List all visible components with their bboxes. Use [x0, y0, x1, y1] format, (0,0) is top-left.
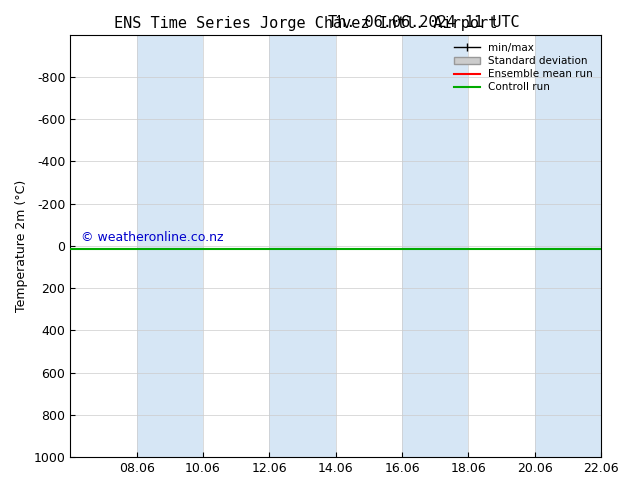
Bar — [402, 35, 469, 457]
Text: ENS Time Series Jorge Chávez Intl. Airport: ENS Time Series Jorge Chávez Intl. Airpo… — [114, 15, 497, 31]
Y-axis label: Temperature 2m (°C): Temperature 2m (°C) — [15, 180, 28, 312]
Text: © weatheronline.co.nz: © weatheronline.co.nz — [81, 231, 223, 244]
Bar — [535, 35, 601, 457]
Bar — [269, 35, 336, 457]
Bar — [137, 35, 203, 457]
Legend: min/max, Standard deviation, Ensemble mean run, Controll run: min/max, Standard deviation, Ensemble me… — [451, 40, 596, 96]
Text: Th. 06.06.2024 11 UTC: Th. 06.06.2024 11 UTC — [328, 15, 520, 30]
